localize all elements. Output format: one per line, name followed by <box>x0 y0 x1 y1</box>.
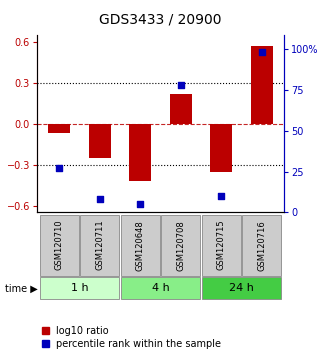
Bar <box>129 124 152 181</box>
Bar <box>89 124 111 158</box>
Bar <box>48 124 70 133</box>
Text: time ▶: time ▶ <box>5 283 38 293</box>
Bar <box>161 215 200 275</box>
Bar <box>40 215 79 275</box>
Text: GSM120648: GSM120648 <box>136 220 145 270</box>
Text: 1 h: 1 h <box>71 283 88 293</box>
Text: GSM120708: GSM120708 <box>176 220 185 270</box>
Text: GSM120715: GSM120715 <box>217 220 226 270</box>
Legend: log10 ratio, percentile rank within the sample: log10 ratio, percentile rank within the … <box>42 326 221 349</box>
Bar <box>210 124 232 172</box>
Bar <box>202 277 281 299</box>
Bar <box>40 277 119 299</box>
Point <box>178 82 183 88</box>
Bar <box>80 215 119 275</box>
Point <box>259 50 265 55</box>
Point <box>97 196 102 202</box>
Bar <box>242 215 281 275</box>
Bar <box>202 215 241 275</box>
Bar <box>121 277 200 299</box>
Text: GDS3433 / 20900: GDS3433 / 20900 <box>99 12 222 27</box>
Point <box>138 201 143 207</box>
Text: GSM120710: GSM120710 <box>55 220 64 270</box>
Bar <box>169 94 192 124</box>
Text: 24 h: 24 h <box>229 283 254 293</box>
Bar <box>251 46 273 124</box>
Point <box>219 193 224 199</box>
Bar <box>121 215 160 275</box>
Point <box>56 165 62 171</box>
Text: 4 h: 4 h <box>152 283 169 293</box>
Text: GSM120716: GSM120716 <box>257 220 266 270</box>
Text: GSM120711: GSM120711 <box>95 220 104 270</box>
